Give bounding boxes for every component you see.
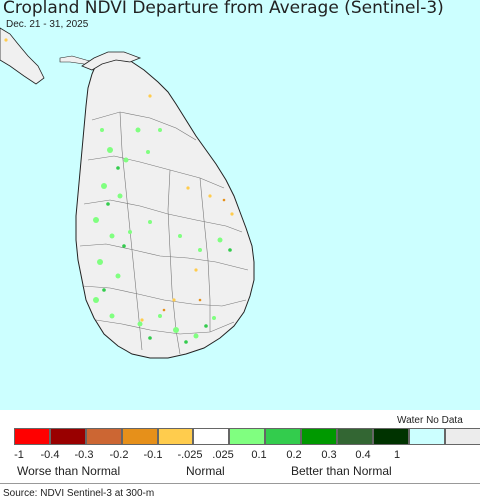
legend-swatch-8 <box>301 428 338 445</box>
india-coast <box>0 27 45 85</box>
legend-tick: 1 <box>393 449 401 461</box>
legend-tick: 0.1 <box>251 449 267 461</box>
legend-tick: .025 <box>212 449 234 461</box>
legend-category-worse: Worse than Normal <box>17 464 121 478</box>
legend-swatch-7 <box>265 428 302 445</box>
legend-category-better: Better than Normal <box>291 464 392 478</box>
legend-tick: -0.2 <box>109 449 129 461</box>
legend-category-normal: Normal <box>186 464 225 478</box>
legend-swatch-1 <box>49 428 86 445</box>
legend-tick: -0.3 <box>74 449 94 461</box>
legend-swatch-12 <box>444 428 480 445</box>
map <box>0 0 480 410</box>
legend-swatch-9 <box>337 428 373 445</box>
legend-tick: -0.1 <box>143 449 163 461</box>
legend-tick: -1 <box>14 449 24 461</box>
source-note: Source: NDVI Sentinel-3 at 300-m <box>3 488 155 499</box>
sri-lanka-land <box>75 53 255 359</box>
district-borders <box>79 111 249 355</box>
legend-swatch-5 <box>193 428 230 445</box>
water-no-data-label: Water No Data <box>397 415 463 426</box>
legend-tick: -.025 <box>177 449 203 461</box>
legend-swatch-2 <box>85 428 122 445</box>
legend-swatch-6 <box>229 428 266 445</box>
legend-tick: 0.4 <box>355 449 371 461</box>
legend-swatch-11 <box>408 428 445 445</box>
ndvi-speckles <box>4 38 234 344</box>
legend-color-bar <box>14 428 480 446</box>
date-range: Dec. 21 - 31, 2025 <box>6 19 89 30</box>
legend-tick: -0.4 <box>40 449 60 461</box>
legend-swatch-10 <box>372 428 409 445</box>
legend-swatch-3 <box>121 428 158 445</box>
jaffna-peninsula <box>81 51 142 71</box>
legend-tick: 0.3 <box>321 449 337 461</box>
legend-swatch-4 <box>157 428 194 445</box>
legend-swatch-0 <box>14 428 50 445</box>
footer-divider <box>0 483 480 484</box>
legend-tick: 0.2 <box>286 449 302 461</box>
map-title: Cropland NDVI Departure from Average (Se… <box>3 0 444 18</box>
